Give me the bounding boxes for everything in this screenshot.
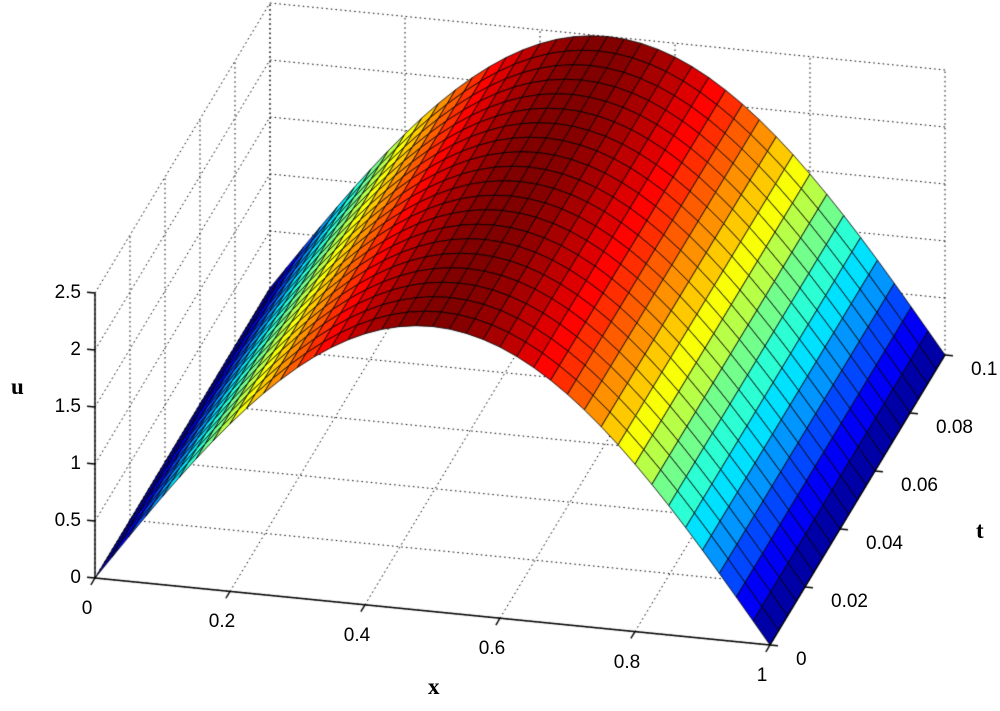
surface-plot-figure: x t u 0 0.2 0.4 0.6 0.8 1 0 0.02 0.04 0.06 0.08 0.1… (0, 0, 1000, 711)
surface-mesh-canvas (0, 0, 1000, 711)
